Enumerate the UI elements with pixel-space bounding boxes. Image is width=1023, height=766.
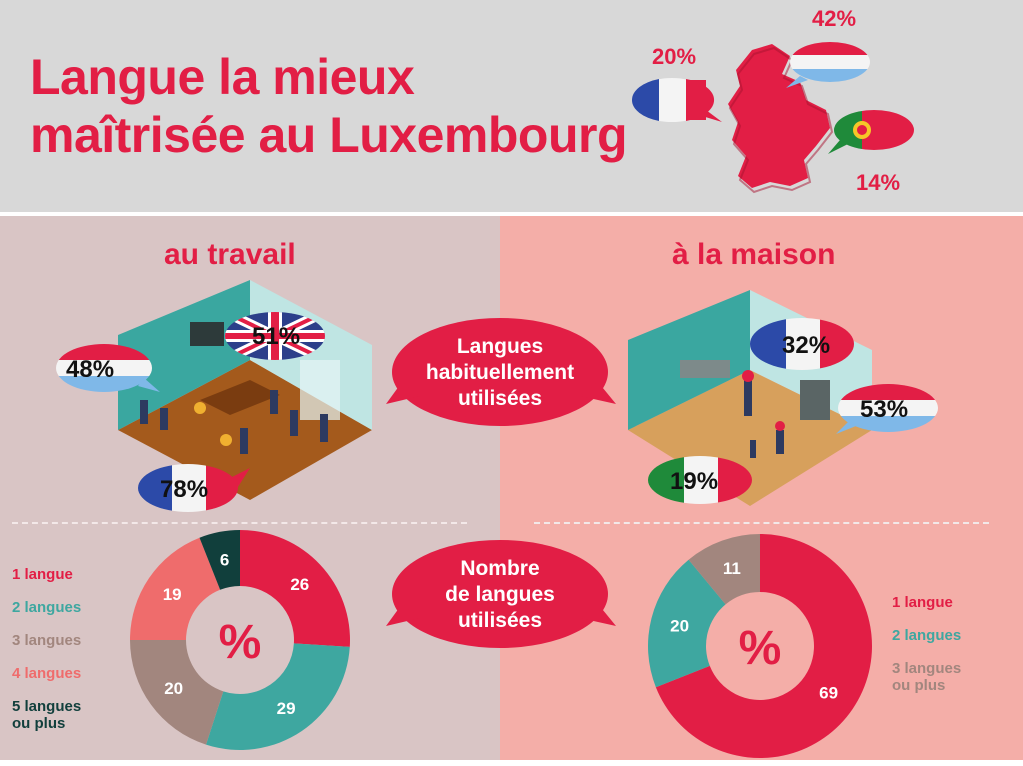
work-legend-3: 3 langues (12, 632, 82, 649)
work-donut-slice-label-2: 29 (277, 699, 296, 718)
work-legend: 1 langue 2 langues 3 langues 4 langues 5… (12, 566, 122, 732)
home-portuguese-percent: 19% (670, 468, 718, 495)
work-english-percent: 51% (252, 323, 300, 350)
luxembourg-flag-bubble-icon (836, 384, 938, 434)
home-donut-slice-label-3: 11 (723, 559, 741, 578)
home-flag-bubbles: 32% 53% 19% (648, 318, 938, 504)
home-donut-slice-label-2: 20 (670, 616, 689, 635)
luxembourg-map-icon (728, 44, 830, 188)
home-languages-donut-chart: 69 20 11% (648, 534, 872, 758)
center-speech-bubbles (386, 318, 616, 648)
home-donut-slice-label-1: 69 (819, 684, 838, 703)
home-legend-1: 1 langue (892, 594, 953, 611)
home-french-percent: 32% (782, 332, 830, 359)
home-legend: 1 langue 2 langues 3 langues ou plus (892, 594, 1002, 694)
portugal-flag-bubble-icon (828, 110, 914, 154)
home-legend-3: 3 langues ou plus (892, 660, 962, 694)
work-donut-center-label: % (219, 616, 262, 669)
title-line-2: maîtrisée au Luxembourg (30, 107, 628, 163)
work-donut-slice-2 (206, 643, 350, 750)
page-title: Langue la mieux maîtrisée au Luxembourg (30, 48, 628, 164)
habitual-languages-bubble (392, 318, 608, 426)
work-legend-5: 5 langues ou plus (12, 698, 82, 732)
work-donut-slice-label-3: 20 (164, 679, 183, 698)
luxembourg-flag-bubble-icon (56, 344, 160, 392)
home-luxembourgish-percent: 53% (860, 396, 908, 423)
portuguese-percent-label: 14% (856, 170, 901, 195)
header-banner: Langue la mieux maîtrisée au Luxembourg (0, 0, 1023, 212)
work-donut-slice-3 (130, 640, 224, 745)
work-donut-slice-1 (240, 530, 350, 647)
work-languages-donut-chart: 26 29 20 19 6% (130, 530, 350, 750)
habitual-languages-label: Langues habituellement utilisées (425, 335, 575, 410)
work-legend-1: 1 langue (12, 566, 73, 583)
work-donut-slice-label-4: 19 (163, 585, 182, 604)
number-languages-label: Nombre de langues utilisées (445, 557, 555, 632)
title-line-1: Langue la mieux (30, 49, 415, 105)
home-section-title: à la maison (672, 238, 836, 271)
work-legend-2: 2 langues (12, 599, 82, 616)
french-flag-bubble-icon (631, 78, 722, 122)
number-languages-bubble (392, 540, 608, 648)
work-divider (12, 522, 467, 524)
work-donut-slice-label-5: 6 (220, 550, 229, 569)
work-donut-slice-4 (130, 537, 221, 640)
home-donut-slice-2 (648, 559, 726, 688)
work-donut-slice-5 (199, 530, 240, 590)
work-donut-slice-label-1: 26 (290, 575, 309, 594)
home-divider (534, 522, 989, 524)
french-percent-label: 20% (652, 44, 697, 69)
luxembourgish-percent-label: 42% (812, 6, 857, 31)
home-donut-center-label: % (739, 622, 782, 675)
work-section-title: au travail (164, 238, 296, 271)
luxembourg-map-illustration (631, 42, 914, 194)
work-luxembourgish-percent: 48% (66, 356, 114, 383)
home-legend-2: 2 langues (892, 627, 962, 644)
work-legend-4: 4 langues (12, 665, 82, 682)
home-donut-slice-1 (655, 534, 872, 758)
work-flag-bubbles: 51% 48% 78% (56, 312, 325, 512)
home-donut-slice-3 (688, 534, 760, 605)
work-french-percent: 78% (160, 476, 208, 503)
luxembourg-flag-bubble-icon (786, 42, 870, 88)
